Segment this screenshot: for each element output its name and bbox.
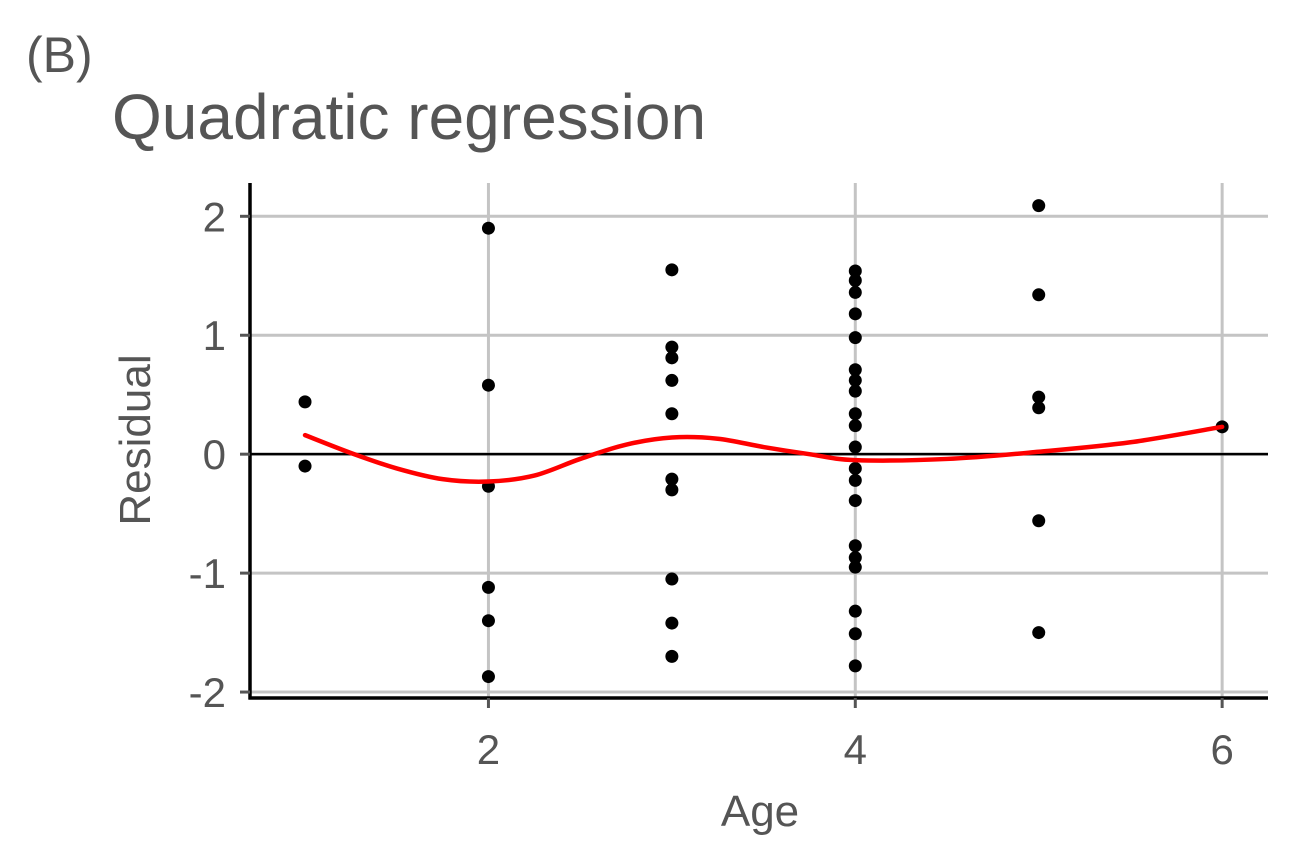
x-tick-label-2: 2 [477, 726, 500, 773]
panel-tag: (B) [26, 27, 93, 83]
data-point-16 [665, 572, 679, 586]
data-point-13 [665, 407, 679, 421]
data-point-8 [481, 670, 495, 684]
data-point-33 [848, 539, 862, 553]
data-point-37 [848, 627, 862, 641]
data-point-14 [665, 472, 679, 486]
data-series [298, 199, 1229, 684]
x-axis-label: Age [721, 787, 799, 836]
data-point-12 [665, 373, 679, 387]
data-point-20 [848, 274, 862, 288]
x-tick-label-6: 6 [1210, 726, 1233, 773]
chart-title: Quadratic regression [112, 81, 707, 153]
y-axis-label: Residual [111, 354, 160, 525]
data-point-10 [665, 340, 679, 354]
data-point-26 [848, 384, 862, 398]
data-point-39 [1032, 199, 1046, 213]
data-point-43 [1032, 514, 1046, 528]
data-point-27 [848, 407, 862, 421]
y-tick-label--2: -2 [189, 669, 226, 716]
data-point-42 [1032, 401, 1046, 415]
data-point-9 [665, 263, 679, 277]
data-point-25 [848, 373, 862, 387]
data-point-29 [848, 440, 862, 454]
data-point-40 [1032, 288, 1046, 302]
y-tick-label-0: 0 [203, 431, 226, 478]
smooth-fit-line [302, 424, 1225, 484]
data-point-3 [481, 221, 495, 235]
data-point-22 [848, 307, 862, 321]
data-point-31 [848, 473, 862, 487]
data-point-7 [481, 614, 495, 628]
data-point-17 [665, 616, 679, 630]
data-point-28 [848, 419, 862, 433]
y-tick-label--1: -1 [189, 550, 226, 597]
data-point-35 [848, 560, 862, 574]
y-tick-label-1: 1 [203, 312, 226, 359]
data-point-11 [665, 351, 679, 365]
x-tick-label-4: 4 [844, 726, 867, 773]
data-point-21 [848, 285, 862, 299]
data-point-38 [848, 659, 862, 673]
data-point-4 [481, 378, 495, 392]
data-point-36 [848, 604, 862, 618]
data-point-2 [298, 459, 312, 473]
data-point-24 [848, 363, 862, 377]
data-point-44 [1032, 626, 1046, 640]
axes [240, 183, 1268, 708]
data-point-32 [848, 494, 862, 508]
y-tick-label-2: 2 [203, 193, 226, 240]
data-point-19 [848, 264, 862, 278]
data-point-30 [848, 461, 862, 475]
data-point-34 [848, 551, 862, 565]
data-point-6 [481, 580, 495, 594]
data-point-23 [848, 331, 862, 345]
data-point-41 [1032, 390, 1046, 404]
data-point-1 [298, 395, 312, 409]
tick-labels: 2 4 6 -2 -1 0 1 2 [189, 193, 1234, 773]
grid-lines [250, 183, 1268, 698]
data-point-15 [665, 483, 679, 497]
data-point-18 [665, 649, 679, 663]
